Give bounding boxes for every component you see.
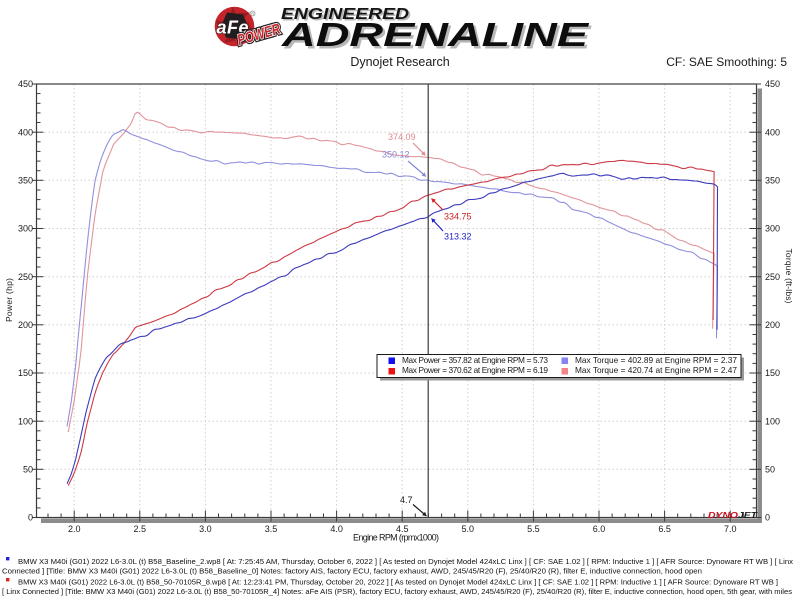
- svg-text:2.5: 2.5: [134, 524, 147, 534]
- svg-text:ADRENALINE: ADRENALINE: [281, 16, 590, 53]
- svg-text:100: 100: [765, 416, 780, 426]
- svg-text:BMW X3 M40i (G01) 2022 L6-3.0L: BMW X3 M40i (G01) 2022 L6-3.0L (t) B58_5…: [18, 578, 778, 587]
- svg-text:[ Linx Connected ] [Title: BMW: [ Linx Connected ] [Title: BMW X3 M40i (…: [2, 587, 792, 596]
- svg-text:5.0: 5.0: [462, 524, 475, 534]
- svg-text:400: 400: [765, 127, 780, 137]
- svg-text:100: 100: [18, 416, 33, 426]
- svg-text:Max Power = 357.82 at Engine R: Max Power = 357.82 at Engine RPM = 5.73: [402, 355, 548, 365]
- svg-text:334.75: 334.75: [444, 212, 472, 222]
- svg-text:CF: SAE Smoothing: 5: CF: SAE Smoothing: 5: [666, 55, 787, 69]
- svg-text:7.0: 7.0: [724, 524, 737, 534]
- svg-text:350.12: 350.12: [382, 150, 410, 160]
- svg-text:4.5: 4.5: [396, 524, 409, 534]
- svg-text:250: 250: [765, 272, 780, 282]
- svg-text:374.09: 374.09: [388, 132, 416, 142]
- svg-text:6.5: 6.5: [658, 524, 671, 534]
- svg-text:Torque (ft-lbs): Torque (ft-lbs): [784, 249, 794, 304]
- svg-text:200: 200: [765, 320, 780, 330]
- svg-text:ENGINEERED: ENGINEERED: [283, 8, 412, 25]
- svg-text:150: 150: [765, 368, 780, 378]
- svg-text:0: 0: [28, 513, 33, 523]
- svg-text:BMW X3 M40i (G01) 2022 L6-3.0L: BMW X3 M40i (G01) 2022 L6-3.0L (t) B58_B…: [18, 557, 793, 566]
- svg-text:3.5: 3.5: [265, 524, 278, 534]
- svg-text:DYNO: DYNO: [708, 510, 738, 520]
- svg-text:4.7: 4.7: [400, 495, 413, 505]
- svg-text:450: 450: [765, 79, 780, 89]
- svg-text:Engine RPM (rpmx1000): Engine RPM (rpmx1000): [353, 533, 439, 543]
- svg-text:ADRENALINE: ADRENALINE: [283, 19, 592, 56]
- svg-text:5.5: 5.5: [527, 524, 540, 534]
- svg-text:JET: JET: [738, 510, 758, 520]
- svg-text:6.0: 6.0: [593, 524, 606, 534]
- svg-text:450: 450: [18, 79, 33, 89]
- svg-text:3.0: 3.0: [199, 524, 212, 534]
- svg-text:300: 300: [765, 224, 780, 234]
- svg-text:4.0: 4.0: [330, 524, 343, 534]
- svg-text:250: 250: [18, 272, 33, 282]
- svg-text:Max Power = 370.62 at Engine R: Max Power = 370.62 at Engine RPM = 6.19: [402, 365, 548, 375]
- svg-text:Max Torque = 420.74 at Engine: Max Torque = 420.74 at Engine RPM = 2.47: [575, 365, 737, 375]
- svg-text:Dynojet Research: Dynojet Research: [350, 55, 449, 69]
- svg-text:2.0: 2.0: [68, 524, 81, 534]
- svg-text:Max Torque = 402.89 at Engine: Max Torque = 402.89 at Engine RPM = 2.37: [575, 355, 737, 365]
- svg-text:Power (hp): Power (hp): [4, 278, 14, 322]
- svg-text:aFe: aFe: [217, 18, 249, 38]
- svg-text:R: R: [251, 12, 254, 17]
- svg-text:350: 350: [18, 176, 33, 186]
- svg-text:Connected ] [Title: BMW X3 M40: Connected ] [Title: BMW X3 M40i (G01) 20…: [2, 567, 702, 576]
- svg-text:50: 50: [765, 465, 775, 475]
- svg-text:ENGINEERED: ENGINEERED: [281, 6, 410, 23]
- svg-text:150: 150: [18, 368, 33, 378]
- svg-text:400: 400: [18, 127, 33, 137]
- svg-text:0: 0: [765, 513, 770, 523]
- svg-text:50: 50: [23, 465, 33, 475]
- svg-text:300: 300: [18, 224, 33, 234]
- svg-text:313.32: 313.32: [444, 232, 472, 242]
- svg-text:350: 350: [765, 176, 780, 186]
- svg-text:200: 200: [18, 320, 33, 330]
